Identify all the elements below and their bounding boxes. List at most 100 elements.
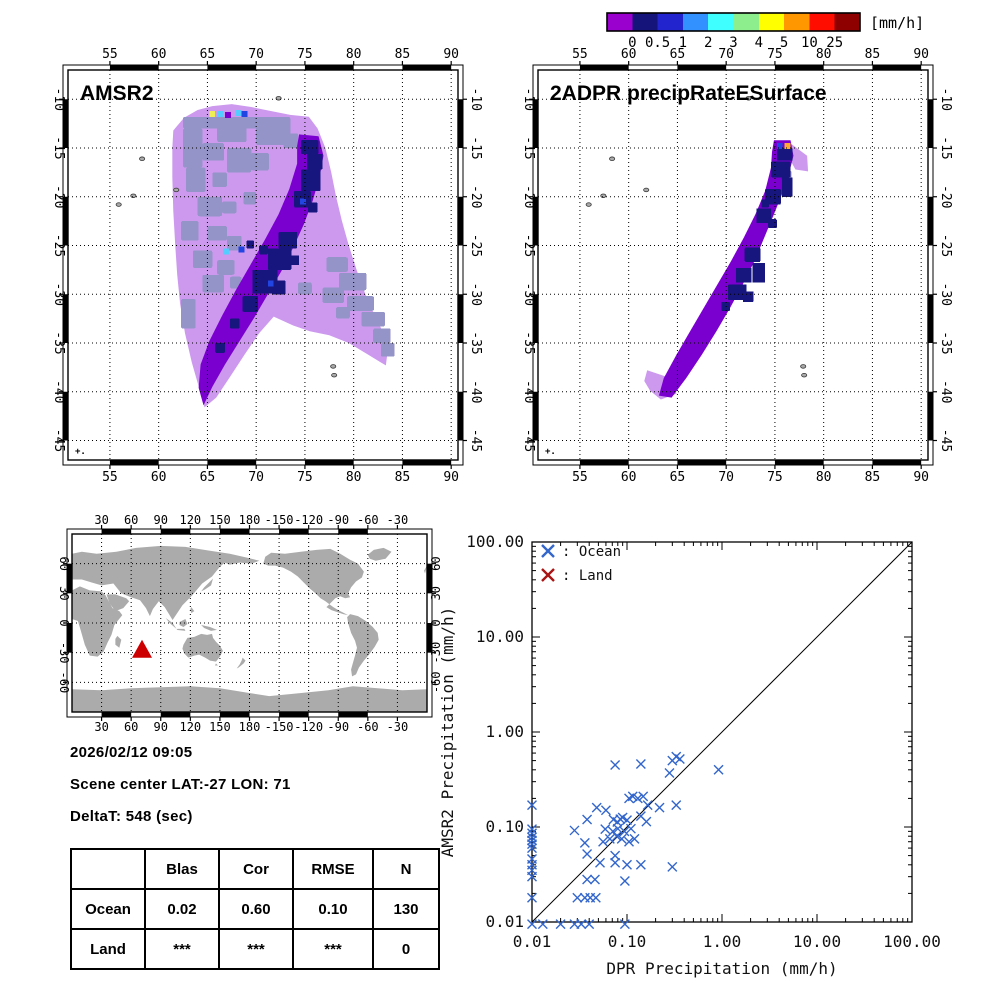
- wm-lon-label: -30: [387, 720, 409, 734]
- corner-mark: +.: [545, 447, 556, 457]
- lon-tick-label: 80: [816, 470, 832, 485]
- header-rmse: RMSE: [292, 848, 374, 890]
- colorbar-tick-label: 4: [755, 35, 763, 51]
- swath-navy-patch: [242, 296, 259, 312]
- wm-lat-label: -30: [57, 642, 71, 664]
- wm-lon-label: -60: [357, 720, 379, 734]
- lat-tick-label: -20: [938, 185, 953, 208]
- lat-tick-label: -20: [521, 185, 536, 208]
- scatter-y-tick-label: 10.00: [476, 627, 524, 646]
- wm-lon-label: 60: [124, 513, 138, 527]
- wm-lon-label: 30: [94, 720, 108, 734]
- swath-pixel: [235, 109, 242, 116]
- wm-lat-label: -30: [429, 642, 443, 664]
- wm-lon-label: 120: [179, 513, 201, 527]
- map-panel-amsr2: 55 55 60 60 65 65 70 70 75 75 80 80 85 85 90 90 -10 -10 -1…: [51, 47, 483, 485]
- lat-tick-label: -45: [468, 429, 483, 452]
- colorbar-segment: [733, 13, 759, 31]
- swath-pixel: [224, 111, 231, 118]
- ocean-bias: 0.02: [144, 888, 220, 930]
- swath-gray-patch: [226, 148, 252, 173]
- scatter-y-tick-label: 0.10: [485, 817, 524, 836]
- continent: [190, 607, 195, 614]
- wm-lat-label: 60: [57, 556, 71, 570]
- swath-gray-patch: [217, 260, 235, 275]
- continent: [263, 548, 364, 616]
- lon-tick-label: 90: [443, 470, 459, 485]
- swath-navy-patch: [271, 280, 286, 295]
- scatter-y-axis-label: AMSR2 Precipitation (mm/h): [438, 607, 457, 857]
- wm-lon-label: 90: [154, 720, 168, 734]
- swath-pixel: [784, 143, 791, 149]
- lon-tick-label: 85: [865, 47, 881, 62]
- swath-gray-patch: [181, 221, 199, 241]
- continent: [347, 614, 379, 677]
- swath-navy-patch: [259, 245, 268, 255]
- lat-tick-label: -20: [468, 185, 483, 208]
- lat-tick-label: -10: [51, 88, 66, 111]
- ocean-cor: 0.60: [218, 888, 294, 930]
- wm-lon-label: 180: [239, 720, 261, 734]
- island: [115, 202, 122, 207]
- swath-heavy-rain-band: [658, 140, 794, 398]
- colorbar-tick-label: 5: [780, 35, 788, 51]
- lat-tick-label: -35: [521, 331, 536, 354]
- scene-datetime: 2026/02/12 09:05: [70, 744, 193, 761]
- scene-center: Scene center LAT:-27 LON: 71: [70, 776, 291, 793]
- lon-tick-label: 75: [297, 47, 313, 62]
- continent: [179, 619, 188, 627]
- island: [600, 193, 607, 198]
- lat-tick-label: -30: [51, 283, 66, 306]
- ocean-n: 130: [372, 888, 440, 930]
- lat-tick-label: -10: [468, 88, 483, 111]
- colorbar-tick-label: 10: [801, 35, 818, 51]
- swath-gray-patch: [326, 257, 348, 272]
- wm-lon-label: -90: [327, 720, 349, 734]
- swath-navy-patch: [742, 291, 754, 303]
- colorbar-tick-label: 0: [628, 35, 636, 51]
- lat-tick-label: -45: [938, 429, 953, 452]
- island: [330, 364, 337, 369]
- swath-pixel: [776, 143, 783, 149]
- swath-pixel: [209, 110, 216, 117]
- wm-lon-label: -120: [294, 513, 323, 527]
- swath-navy-patch: [768, 219, 777, 228]
- stats-table: Blas Cor RMSE N Ocean 0.02 0.60 0.10 130…: [70, 848, 440, 970]
- colorbar-segment: [784, 13, 810, 31]
- wm-lat-label: -60: [57, 671, 71, 693]
- swath-gray-patch: [226, 235, 242, 251]
- map-frame-inner: [537, 69, 929, 461]
- colorbar-segment: [758, 13, 785, 31]
- colorbar-tick-label: 2: [704, 35, 712, 51]
- header-cor: Cor: [218, 848, 294, 890]
- swath-gray-patch: [373, 328, 391, 343]
- colorbar: 0 0.5 1 2 3 4 5 10 25 [mm/h]: [606, 12, 924, 51]
- swath-navy-patch: [215, 343, 225, 353]
- corner-mark: +.: [75, 447, 86, 457]
- wm-lon-label: -150: [265, 720, 294, 734]
- map-frame-outer: [532, 64, 934, 466]
- continent: [182, 633, 223, 662]
- scatter-points-ocean: [527, 751, 724, 930]
- lat-tick-label: -25: [468, 234, 483, 257]
- swath-gray-patch: [243, 191, 257, 205]
- lat-tick-label: -35: [51, 331, 66, 354]
- lon-tick-label: 85: [865, 470, 881, 485]
- island: [745, 96, 752, 101]
- colorbar-segment: [809, 13, 835, 31]
- lat-tick-label: -20: [51, 185, 66, 208]
- swath-navy-patch: [735, 267, 752, 283]
- lon-tick-label: 80: [346, 470, 362, 485]
- lon-tick-label: 65: [200, 470, 216, 485]
- lat-tick-label: -15: [468, 136, 483, 159]
- swath-navy-patch: [267, 248, 292, 270]
- table-header-row: Blas Cor RMSE N: [70, 848, 440, 890]
- scatter-x-tick-label: 10.00: [793, 932, 841, 951]
- island: [801, 372, 808, 378]
- legend-label-ocean: : Ocean: [562, 544, 621, 560]
- swath-gray-patch: [251, 152, 269, 171]
- swath-navy-patch: [289, 255, 300, 265]
- wm-lon-label: -90: [327, 513, 349, 527]
